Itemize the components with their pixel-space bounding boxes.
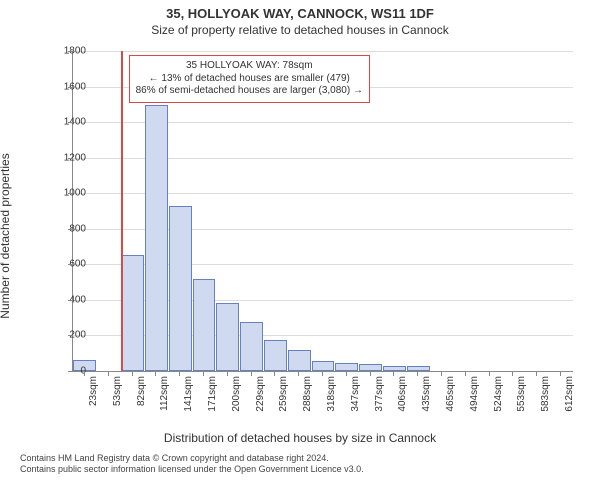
x-tick-mark	[465, 371, 466, 376]
x-tick-label: 406sqm	[397, 376, 408, 412]
x-tick-label: 318sqm	[326, 376, 337, 412]
x-tick-label: 377sqm	[374, 376, 385, 412]
bar	[145, 105, 168, 371]
x-tick-label: 229sqm	[255, 376, 266, 412]
y-tick-mark	[68, 158, 73, 159]
x-tick-mark	[512, 371, 513, 376]
x-tick-mark	[203, 371, 204, 376]
x-tick-mark	[417, 371, 418, 376]
bar	[121, 255, 144, 371]
footer: Contains HM Land Registry data © Crown c…	[0, 445, 600, 476]
footer-line-2: Contains public sector information licen…	[20, 464, 600, 475]
x-tick-label: 494sqm	[469, 376, 480, 412]
x-tick-mark	[441, 371, 442, 376]
x-tick-label: 200sqm	[231, 376, 242, 412]
bar	[169, 206, 192, 371]
x-tick-mark	[132, 371, 133, 376]
x-tick-mark	[489, 371, 490, 376]
annotation-box: 35 HOLLYOAK WAY: 78sqm← 13% of detached …	[129, 55, 370, 103]
annotation-line: 35 HOLLYOAK WAY: 78sqm	[136, 60, 363, 73]
x-tick-label: 53sqm	[112, 376, 123, 406]
x-axis-label: Distribution of detached houses by size …	[0, 431, 600, 445]
bar	[335, 363, 358, 371]
x-tick-mark	[298, 371, 299, 376]
x-tick-mark	[346, 371, 347, 376]
annotation-line: 86% of semi-detached houses are larger (…	[136, 85, 363, 98]
x-tick-label: 583sqm	[540, 376, 551, 412]
x-tick-mark	[251, 371, 252, 376]
bar	[312, 361, 335, 371]
y-tick-mark	[68, 51, 73, 52]
x-tick-label: 524sqm	[493, 376, 504, 412]
x-tick-label: 112sqm	[159, 376, 170, 411]
y-tick-mark	[68, 264, 73, 265]
y-tick-mark	[68, 193, 73, 194]
bar	[264, 340, 287, 371]
y-tick-mark	[68, 335, 73, 336]
plot-area: 35 HOLLYOAK WAY: 78sqm← 13% of detached …	[72, 51, 573, 372]
x-tick-mark	[274, 371, 275, 376]
page-title: 35, HOLLYOAK WAY, CANNOCK, WS11 1DF	[0, 0, 600, 21]
x-tick-mark	[393, 371, 394, 376]
bar	[288, 350, 311, 371]
x-tick-label: 23sqm	[88, 376, 99, 406]
x-tick-mark	[227, 371, 228, 376]
y-axis-label: Number of detached properties	[0, 153, 12, 318]
x-tick-label: 82sqm	[136, 376, 147, 406]
x-tick-label: 612sqm	[564, 376, 575, 412]
y-tick-mark	[68, 87, 73, 88]
x-tick-mark	[322, 371, 323, 376]
page-subtitle: Size of property relative to detached ho…	[0, 21, 600, 41]
marker-line	[121, 51, 123, 371]
x-tick-mark	[370, 371, 371, 376]
bar	[383, 366, 406, 371]
x-tick-label: 553sqm	[516, 376, 527, 412]
bar	[193, 279, 216, 371]
x-tick-label: 259sqm	[278, 376, 289, 412]
bar	[359, 364, 382, 371]
x-tick-mark	[536, 371, 537, 376]
x-tick-mark	[108, 371, 109, 376]
bar	[240, 322, 263, 371]
x-tick-mark	[560, 371, 561, 376]
bar	[216, 303, 239, 371]
x-tick-mark	[84, 371, 85, 376]
x-tick-label: 347sqm	[350, 376, 361, 412]
annotation-line: ← 13% of detached houses are smaller (47…	[136, 73, 363, 86]
x-tick-label: 435sqm	[421, 376, 432, 412]
x-tick-label: 288sqm	[302, 376, 313, 412]
y-tick-mark	[68, 229, 73, 230]
footer-line-1: Contains HM Land Registry data © Crown c…	[20, 453, 600, 464]
x-tick-label: 141sqm	[183, 376, 194, 412]
x-tick-mark	[155, 371, 156, 376]
y-tick-mark	[68, 371, 73, 372]
grid-line	[73, 51, 573, 52]
x-tick-label: 465sqm	[445, 376, 456, 412]
y-tick-mark	[68, 122, 73, 123]
x-tick-mark	[179, 371, 180, 376]
x-tick-label: 171sqm	[207, 376, 218, 412]
chart-container: Number of detached properties 35 HOLLYOA…	[10, 41, 590, 431]
y-tick-mark	[68, 300, 73, 301]
